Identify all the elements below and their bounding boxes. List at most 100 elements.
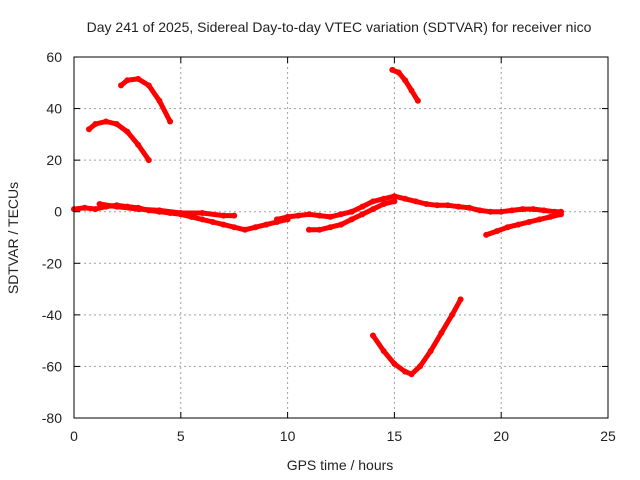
data-point (199, 216, 206, 223)
data-point (438, 329, 445, 336)
data-point (423, 201, 430, 207)
data-point (483, 231, 490, 238)
axis-ticks: 0 5 10 15 20 25 -80 -60 -40 -20 0 20 40 60 (42, 49, 616, 444)
x-tick-label: 25 (600, 428, 616, 444)
data-point (338, 211, 344, 218)
data-point (135, 75, 142, 82)
data-point (118, 82, 124, 89)
data-point (547, 213, 554, 220)
data-point (338, 221, 344, 228)
y-tick-label: -60 (42, 358, 62, 374)
data-point (391, 360, 398, 367)
data-point (113, 121, 120, 127)
data-point (103, 118, 109, 125)
data-point (220, 212, 227, 219)
data-point (167, 118, 174, 125)
data-point (124, 128, 131, 135)
data-point (156, 97, 163, 104)
data-point (252, 224, 259, 231)
data-point (135, 206, 142, 213)
x-axis-label: GPS time / hours (287, 457, 394, 473)
data-point (391, 198, 398, 205)
data-point (295, 212, 302, 219)
data-point (391, 193, 398, 200)
data-point (327, 224, 334, 231)
data-point (241, 226, 248, 233)
data-point (444, 202, 451, 209)
y-axis-label: SDTVAR / TECUs (5, 182, 21, 294)
data-point (359, 211, 366, 218)
data-point (540, 207, 547, 214)
data-point (306, 211, 312, 218)
data-point (316, 226, 323, 233)
data-point (316, 212, 323, 219)
data-point (389, 66, 396, 73)
data-point (231, 212, 238, 219)
data-point (370, 198, 376, 205)
data-point (414, 97, 421, 104)
data-point (380, 201, 387, 207)
data-point (449, 311, 456, 318)
data-point (417, 363, 423, 370)
x-tick-label: 10 (280, 428, 296, 444)
data-point (145, 82, 152, 89)
data-point (209, 219, 216, 225)
data-point (515, 221, 522, 228)
data-point (145, 157, 152, 164)
data-point (177, 210, 184, 216)
data-point (402, 368, 409, 375)
data-point (487, 208, 494, 215)
x-tick-label: 5 (177, 428, 185, 444)
data-point (327, 213, 334, 220)
data-point (306, 226, 312, 233)
data-point (370, 332, 376, 339)
data-point (92, 121, 99, 127)
data-point (263, 221, 270, 228)
y-tick-label: 60 (46, 49, 62, 65)
series-arc-main-2 (97, 201, 237, 219)
data-point (92, 206, 99, 213)
x-tick-label: 20 (493, 428, 509, 444)
data-point (135, 141, 142, 148)
data-point (284, 213, 291, 220)
series-arc-main-3 (274, 193, 564, 222)
data-point (536, 216, 543, 223)
y-tick-label: 20 (46, 152, 62, 168)
data-point (508, 207, 515, 214)
data-point (359, 203, 366, 210)
series-group (71, 66, 564, 378)
data-point (530, 206, 537, 213)
data-point (504, 224, 511, 231)
y-tick-label: 0 (54, 204, 62, 220)
data-point (408, 371, 415, 378)
data-point (408, 87, 415, 94)
plot-frame (73, 56, 609, 419)
data-point (457, 296, 464, 303)
data-point (493, 228, 500, 235)
data-point (81, 204, 88, 211)
data-point (156, 207, 163, 214)
data-point (380, 195, 387, 202)
x-tick-label: 15 (387, 428, 403, 444)
series-arc-lower-v (370, 296, 464, 377)
x-tick-label: 0 (70, 428, 78, 444)
data-point (455, 203, 462, 210)
data-point (466, 204, 473, 211)
data-point (402, 195, 409, 202)
data-point (395, 69, 402, 76)
data-point (412, 198, 419, 205)
data-point (434, 202, 441, 209)
y-tick-label: 40 (46, 101, 62, 117)
data-point (96, 201, 103, 207)
chart-title: Day 241 of 2025, Sidereal Day-to-day VTE… (87, 19, 592, 35)
data-point (476, 207, 483, 214)
y-tick-label: -80 (42, 410, 62, 426)
data-point (113, 203, 120, 210)
data-point (86, 126, 92, 133)
data-point (370, 206, 376, 213)
data-point (427, 348, 434, 354)
data-point (519, 206, 526, 213)
data-point (199, 210, 206, 216)
